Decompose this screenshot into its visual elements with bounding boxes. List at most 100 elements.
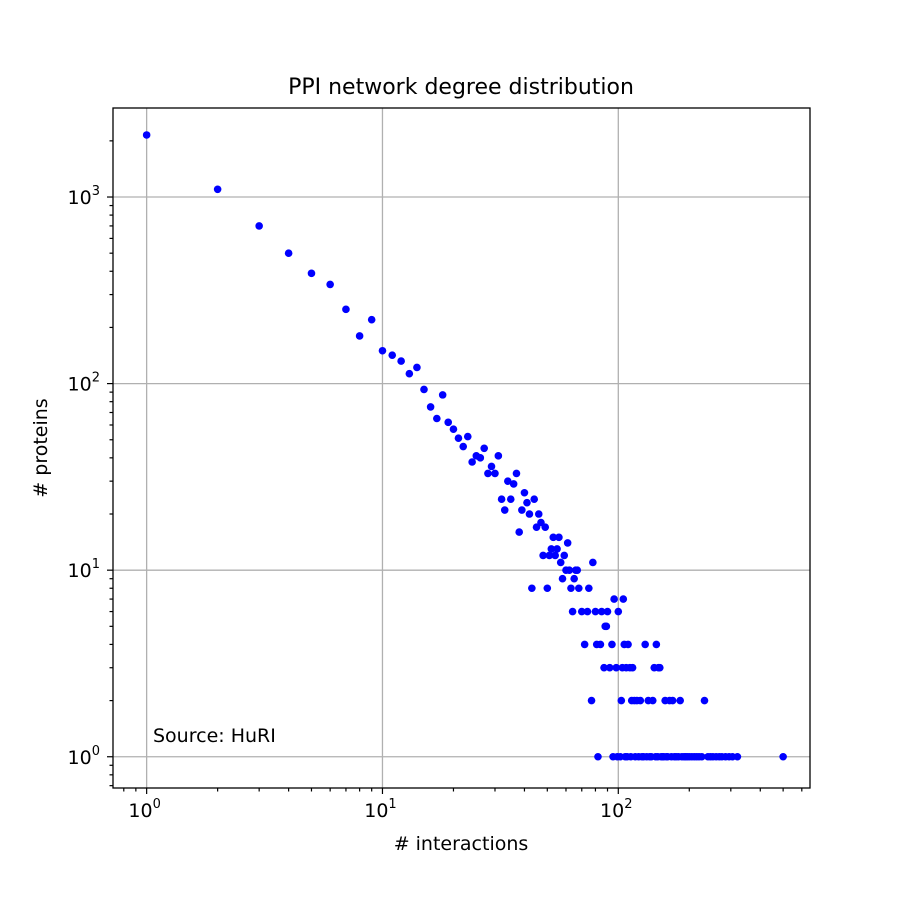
data-point [619,595,628,603]
data-point [307,269,316,278]
data-point [549,533,558,542]
data-point [326,280,334,289]
y-tick-labels: 100 101 102 103 [68,184,100,769]
axis-ticks [107,140,803,794]
y-tick-label: 101 [68,557,100,582]
data-point [545,551,554,560]
data-point [605,663,614,672]
data-point [476,454,485,462]
data-points [142,131,787,761]
x-tick-label: 100 [128,797,160,822]
data-point [449,425,458,433]
data-point [558,574,567,583]
data-point [504,477,512,485]
data-point [676,696,684,705]
data-point [342,305,350,314]
data-point [551,551,559,560]
data-point [570,574,578,583]
data-point [468,458,476,466]
data-point [563,539,572,547]
data-point [512,469,521,478]
data-point [585,584,593,593]
data-point [541,523,550,531]
data-point [426,403,435,411]
data-point [494,452,503,460]
data-point [565,566,574,574]
data-point [600,663,608,672]
x-tick-labels: 100 101 102 [128,797,632,822]
data-point [603,607,612,616]
source-annotation: Source: HuRI [153,725,276,747]
data-point [597,607,606,616]
data-point [413,363,421,372]
data-point [547,545,556,553]
y-tick-label: 103 [68,184,100,209]
data-point [698,752,706,761]
data-point [506,495,515,504]
data-point [641,640,649,649]
data-point [539,551,547,560]
data-point [568,607,577,616]
data-point [378,346,387,355]
plot-frame [112,107,811,789]
data-point [612,663,621,672]
data-point [591,607,600,616]
data-point [500,506,509,514]
data-point [528,584,536,593]
data-point [454,434,463,442]
grid-lines [113,108,810,788]
data-point [594,752,602,761]
data-point [543,584,552,593]
data-point [610,595,618,603]
data-point [567,584,575,593]
data-point [575,584,583,593]
data-point [523,498,531,507]
data-point [700,696,709,705]
data-point [580,640,589,649]
data-point [553,545,561,553]
data-point [463,432,472,441]
data-point [668,696,677,705]
data-point [733,752,742,761]
data-point [444,418,453,427]
y-axis-label: # proteins [30,398,52,497]
data-point [624,640,632,649]
data-point [779,752,787,761]
data-point [520,488,529,497]
data-point [534,510,543,518]
data-point [459,442,468,451]
data-point [617,696,626,705]
data-point [614,607,623,616]
data-point [573,566,582,574]
x-tick-label: 102 [600,797,632,822]
data-point [397,357,405,365]
y-tick-label: 100 [68,744,100,769]
data-point [388,351,397,359]
data-point [628,663,637,672]
data-point [555,533,563,542]
x-tick-label: 101 [364,797,396,822]
data-point [142,131,151,139]
data-point [602,622,611,631]
data-point [656,663,664,672]
data-point [636,696,645,705]
data-point [480,444,489,453]
data-point [213,185,222,194]
data-point [652,640,661,649]
data-point [491,469,499,478]
data-point [583,607,592,616]
data-point [497,495,506,504]
data-point [433,414,441,423]
data-point [589,558,597,567]
data-point [487,462,496,471]
data-point [577,607,586,616]
y-tick-label: 102 [68,371,100,396]
data-point [284,249,293,257]
chart-title: PPI network degree distribution [288,75,634,100]
x-axis-label: # interactions [394,833,529,855]
data-point [367,315,376,324]
data-point [587,696,596,705]
data-point [355,332,364,340]
